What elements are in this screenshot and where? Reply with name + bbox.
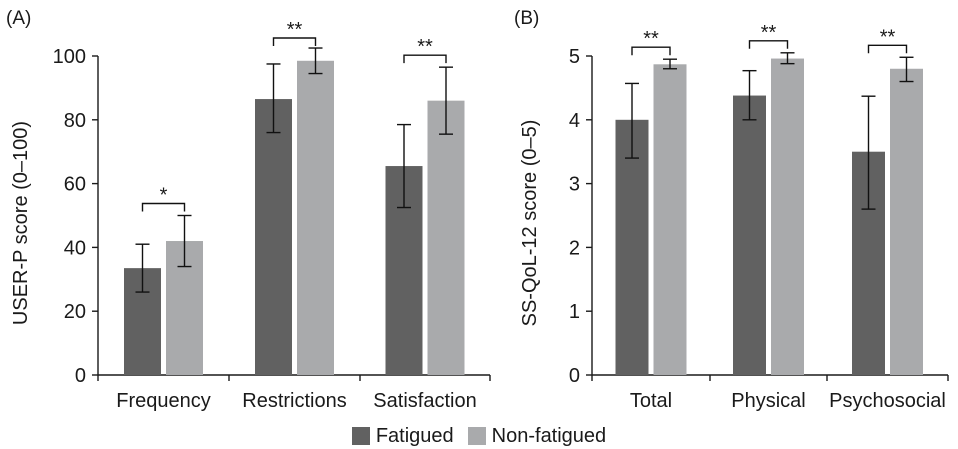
panel-b-y-axis-title: SS-QoL-12 score (0–5) [519,120,541,327]
panel-b-significance-label: ** [643,28,659,50]
panel-b-significance-label: ** [880,26,896,48]
legend-item-fatigued: Fatigued [351,424,454,448]
panel-a-significance-bracket [141,202,186,212]
panel-a-y-tick-label: 40 [64,237,86,259]
panel-b-y-tick-label: 1 [569,301,580,323]
panel-b-significance-bracket [748,40,789,49]
panel-a-significance-bracket [272,37,317,46]
panel-a-bar-non-fatigued [427,100,465,375]
panel-a-y-tick-label: 100 [53,46,86,68]
panel-a-significance-label: ** [417,36,433,58]
panel-a-bars: ***** [124,19,465,375]
panel-a: (A) USER-P score (0–100) 0 20 40 60 80 100 Fre… [6,8,491,412]
legend-item-non-fatigued: Non-fatigued [467,424,607,448]
panel-b-y-tick-label: 5 [569,46,580,68]
panel-b-significance-label: ** [761,22,777,44]
legend-label-non-fatigued: Non-fatigued [491,424,607,447]
panel-b-y-tick-label: 2 [569,237,580,259]
panel-b: (B) SS-QoL-12 score (0–5) 0 1 2 3 4 5 Total Phy… [514,8,949,412]
panel-a-bar-fatigued [255,99,292,375]
panel-b-y-tick-label: 3 [569,174,580,196]
panel-a-significance-label: ** [287,19,303,41]
panel-b-bar-non-fatigued [653,64,687,375]
legend: Fatigued Non-fatigued [0,424,958,448]
panel-a-y-tick-label: 20 [64,301,86,323]
panel-a-x-tick-label: Satisfaction [373,390,476,412]
panel-b-axes: 0 1 2 3 4 5 Total Physical Psychosocial [569,46,949,412]
panel-a-bar-non-fatigued [297,60,334,375]
panel-a-label: (A) [6,8,31,29]
panel-a-axes: 0 20 40 60 80 100 Frequency Restrictions Satisfa… [53,46,491,412]
panel-b-bar-non-fatigued [890,68,923,375]
panel-b-bar-fatigued [615,119,649,375]
panel-b-x-tick-label: Physical [731,390,805,412]
panel-a-y-tick-label: 0 [75,365,86,387]
legend-swatch-non-fatigued [467,427,486,445]
panel-a-significance-label: * [160,185,168,207]
panel-b-significance-bracket [631,46,671,56]
panel-a-y-tick-label: 60 [64,174,86,196]
legend-swatch-fatigued [351,427,370,445]
panel-b-bars: ** ** ** [615,22,923,375]
panel-b-x-tick-label: Psychosocial [829,390,946,412]
panel-b-y-tick-label: 4 [569,110,580,132]
panel-b-x-tick-label: Total [630,390,672,412]
panel-a-significance-bracket [403,54,447,64]
panel-b-label: (B) [514,8,539,29]
panel-b-y-tick-label: 0 [569,365,580,387]
legend-label-fatigued: Fatigued [375,424,454,447]
panel-a-y-axis-title: USER-P score (0–100) [10,121,32,325]
panel-b-bar-non-fatigued [771,58,804,375]
panel-b-significance-bracket [867,44,908,54]
panel-a-x-tick-label: Restrictions [242,390,346,412]
panel-b-bar-fatigued [733,95,766,375]
panel-a-x-tick-label: Frequency [116,390,211,412]
panel-a-y-tick-label: 80 [64,110,86,132]
